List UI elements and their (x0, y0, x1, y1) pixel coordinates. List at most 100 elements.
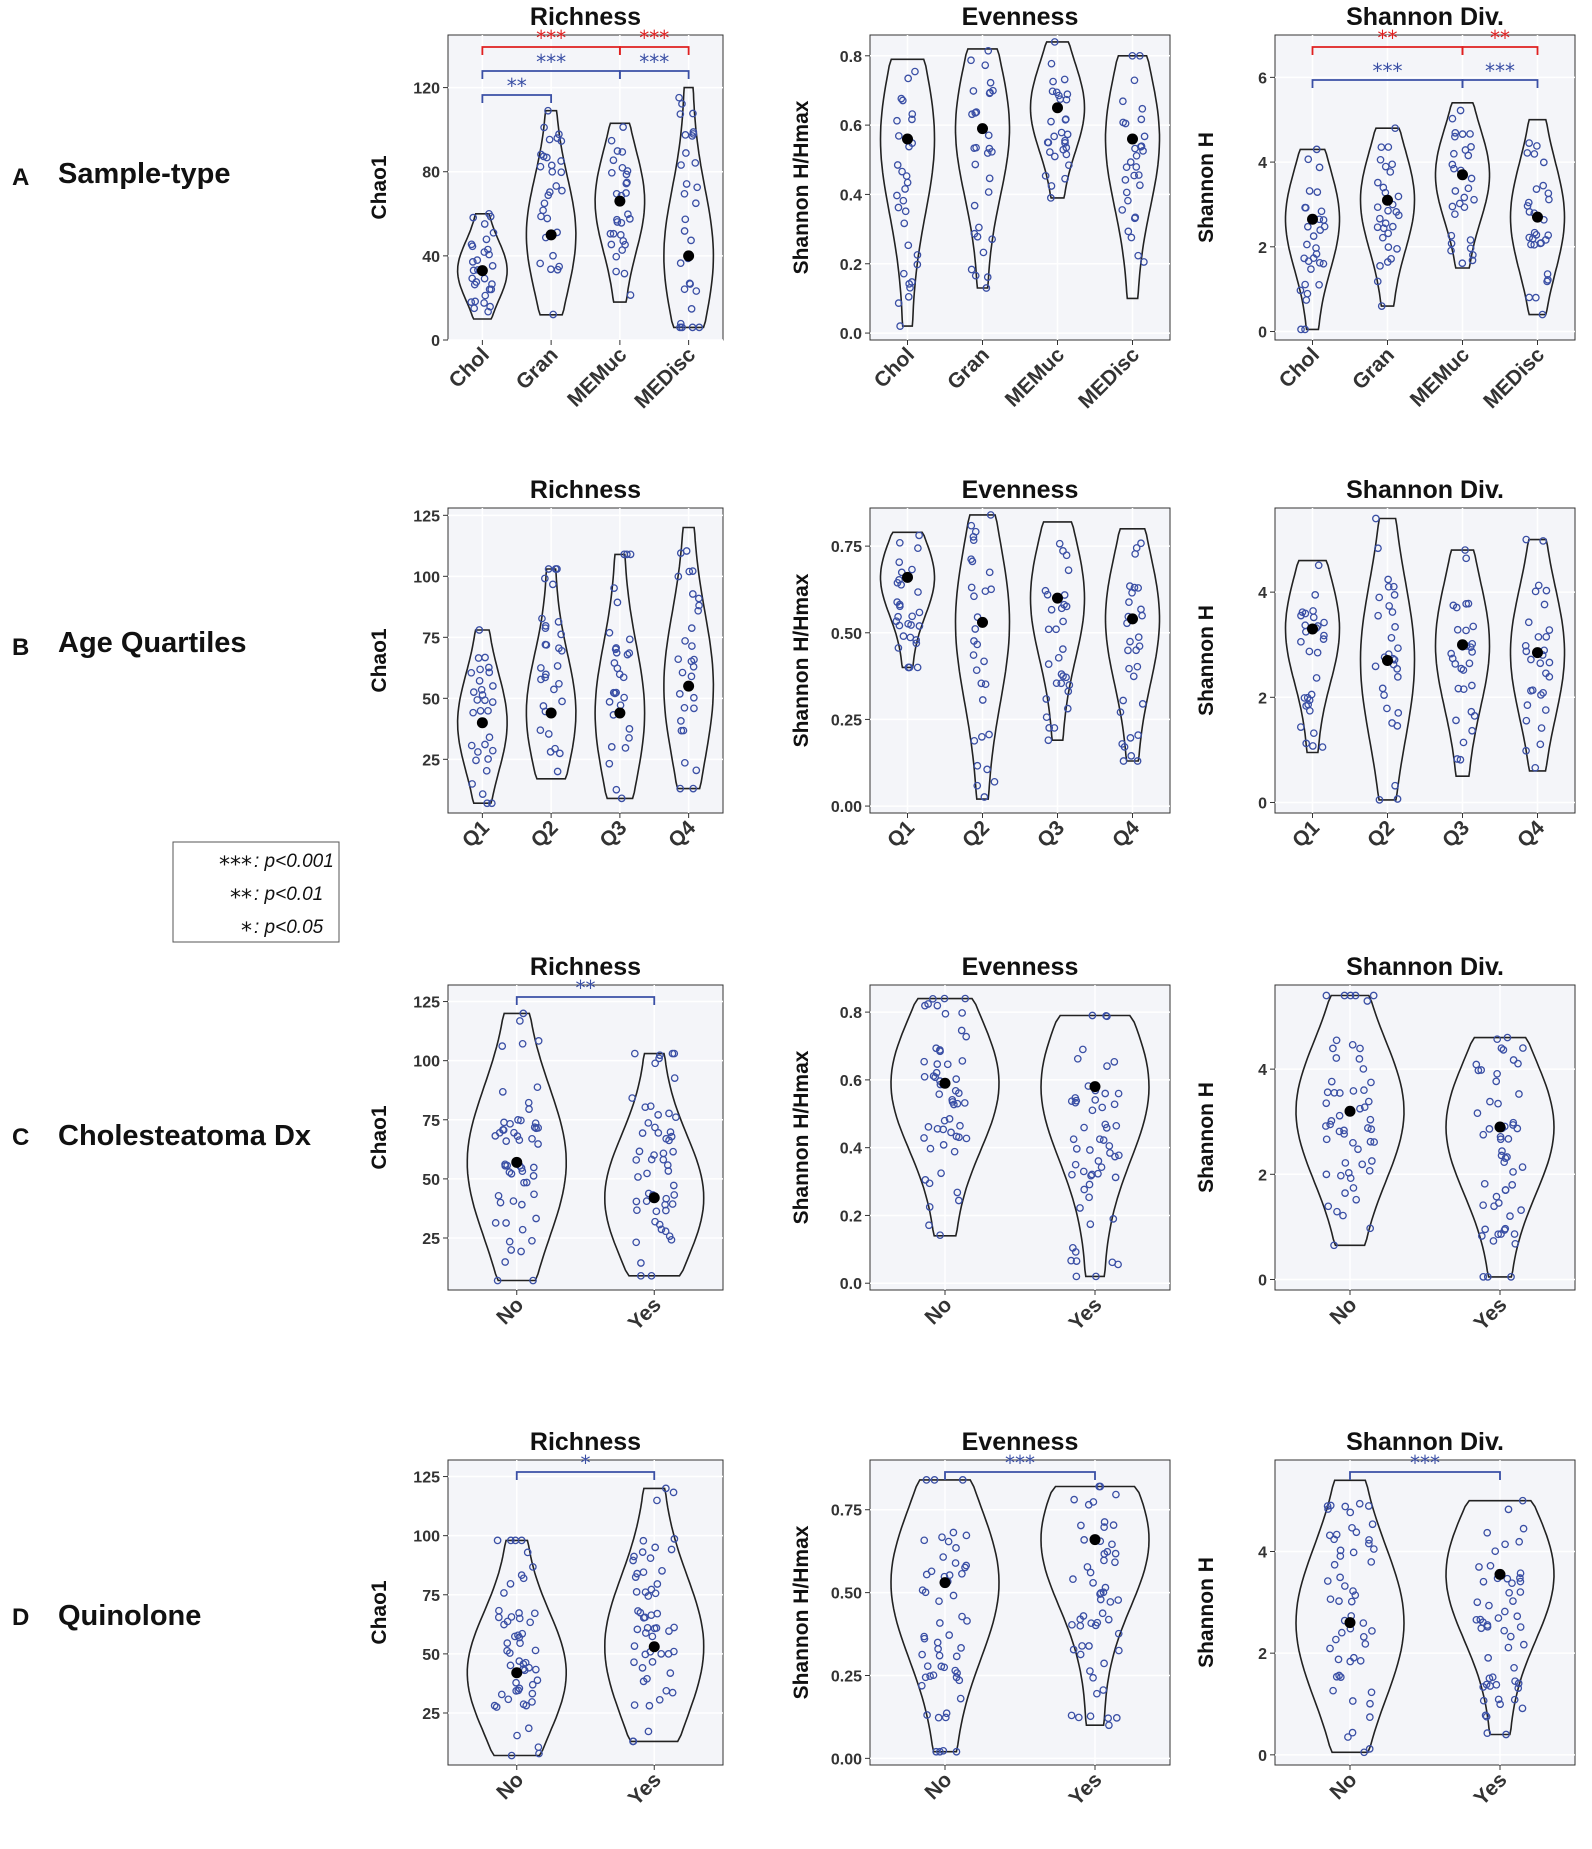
data-point (1101, 1120, 1110, 1129)
data-point (1532, 185, 1541, 193)
y-tick-label: 0.8 (840, 1005, 862, 1022)
x-tick-label: MEDisc (1074, 343, 1144, 413)
legend-stars-2: ** (230, 886, 252, 911)
data-point (953, 1669, 961, 1677)
mean-point (1307, 623, 1318, 635)
data-point (485, 250, 493, 259)
data-point (1373, 203, 1382, 212)
legend-box (172, 841, 340, 943)
data-point (507, 1751, 516, 1760)
data-point (634, 1173, 642, 1181)
x-tick-label: Gran (1348, 343, 1399, 394)
data-point (957, 1026, 966, 1035)
data-point (504, 1695, 513, 1704)
data-point (897, 94, 906, 103)
data-point (1371, 662, 1380, 671)
data-point (550, 685, 558, 694)
data-point (894, 299, 903, 307)
data-point (893, 191, 901, 200)
data-point (1449, 601, 1458, 610)
data-point (929, 1671, 938, 1680)
data-point (939, 1746, 948, 1755)
data-point (632, 1197, 641, 1206)
data-point (654, 1129, 663, 1137)
data-point (553, 662, 562, 670)
data-point (1358, 1160, 1367, 1169)
data-point (958, 1612, 966, 1621)
data-point (894, 132, 903, 140)
y-tick-label: 0.25 (831, 712, 862, 729)
data-point (1304, 155, 1313, 164)
data-point (1301, 203, 1310, 212)
mean-point (1457, 169, 1468, 181)
data-point (467, 668, 476, 677)
data-point (544, 106, 552, 115)
data-point (1510, 1695, 1519, 1704)
data-point (530, 1190, 538, 1199)
data-point (1078, 1045, 1087, 1054)
data-point (632, 1588, 641, 1596)
data-point (1118, 206, 1127, 214)
data-point (893, 161, 902, 169)
data-point (1394, 644, 1402, 653)
data-point (605, 698, 614, 706)
data-point (1346, 1174, 1355, 1183)
x-tick-label: No (1325, 1293, 1361, 1329)
y-tick-label: 2 (1258, 1646, 1267, 1663)
data-point (1492, 1680, 1501, 1689)
sig-bracket (515, 1471, 656, 1480)
data-point (557, 168, 566, 177)
data-point (937, 1169, 945, 1178)
data-point (1137, 115, 1146, 124)
data-point (962, 1134, 971, 1143)
data-point (989, 86, 997, 95)
data-point (1348, 1523, 1356, 1532)
violin-Q1 (456, 629, 508, 804)
data-point (1525, 139, 1534, 147)
data-point (549, 251, 557, 260)
data-point (528, 1680, 537, 1689)
data-point (951, 1086, 960, 1095)
data-point (677, 717, 685, 725)
data-point (540, 199, 549, 208)
y-tick-label: 0.2 (840, 257, 862, 274)
data-point (623, 650, 632, 659)
data-point (535, 1749, 543, 1758)
data-point (921, 1001, 929, 1010)
data-point (1045, 724, 1054, 732)
data-point (1376, 262, 1384, 270)
data-point (958, 1476, 967, 1484)
data-point (497, 1690, 506, 1699)
data-point (1517, 1206, 1525, 1214)
data-point (969, 651, 978, 659)
plot-area (1274, 1459, 1576, 1766)
data-point (1120, 743, 1129, 751)
data-point (1484, 1654, 1492, 1662)
data-point (669, 1488, 678, 1497)
data-point (1309, 613, 1318, 622)
data-point (625, 635, 634, 644)
data-point (1106, 1598, 1115, 1606)
data-point (971, 625, 980, 633)
y-tick-label: 0.4 (840, 187, 862, 204)
data-point (904, 619, 912, 628)
data-point (529, 1172, 538, 1180)
data-point (1527, 655, 1535, 664)
sig-stars: ** (1378, 26, 1398, 50)
data-point (1510, 1663, 1518, 1672)
data-point (1348, 1728, 1357, 1737)
data-point (983, 273, 992, 281)
data-point (1330, 1560, 1339, 1569)
data-point (963, 1617, 971, 1625)
data-point (626, 291, 635, 299)
data-point (477, 685, 486, 694)
data-point (1137, 539, 1145, 548)
data-point (668, 1049, 677, 1058)
data-point (1086, 1220, 1095, 1229)
data-point (496, 1198, 505, 1207)
data-point (1322, 1135, 1331, 1144)
data-point (558, 186, 566, 195)
data-point (1341, 1582, 1349, 1590)
data-point (901, 207, 910, 216)
data-point (1132, 151, 1141, 160)
